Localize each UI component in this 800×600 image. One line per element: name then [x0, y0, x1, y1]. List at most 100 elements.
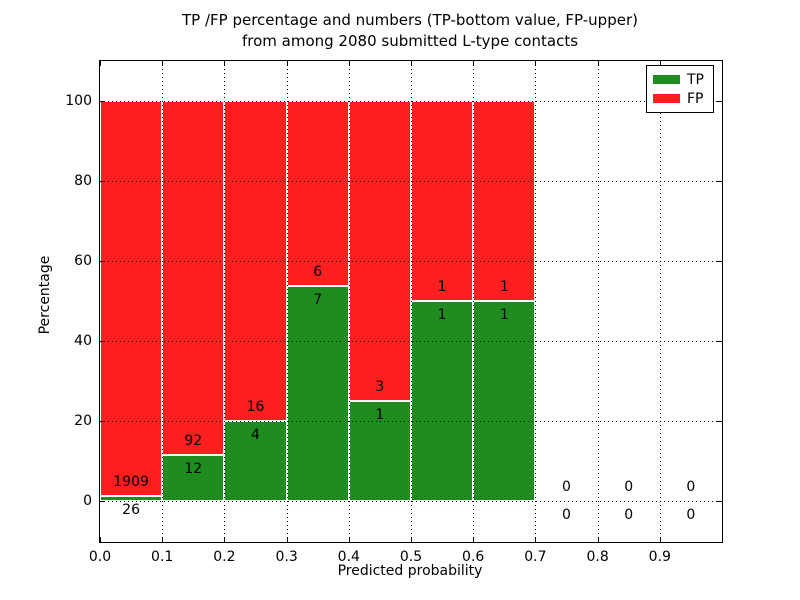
grid-line-vertical [659, 61, 661, 542]
legend-label-fp: FP [687, 90, 704, 107]
tp-color-swatch [653, 75, 680, 84]
bar-fp-segment [348, 101, 411, 401]
x-tick-mark [100, 61, 101, 66]
x-tick-mark [597, 537, 599, 542]
legend: TP FP [646, 65, 714, 113]
bar-fp-segment [473, 101, 536, 301]
y-tick-mark [717, 421, 722, 422]
y-tick-label: 0 [83, 493, 92, 509]
fp-count-label: 6 [313, 263, 323, 280]
bar-tp-segment [411, 301, 474, 501]
y-tick-label: 40 [74, 333, 92, 349]
grid-line-vertical [473, 61, 475, 542]
bar-tp-segment [100, 495, 163, 501]
x-axis-label: Predicted probability [337, 563, 483, 579]
bar-fp-segment [162, 101, 225, 455]
fp-color-swatch [653, 94, 680, 103]
tp-count-label: 12 [184, 460, 203, 477]
tp-count-label: 4 [251, 427, 260, 443]
fp-count-label: 92 [184, 432, 203, 449]
fp-count-label: 1 [499, 279, 509, 295]
tp-count-label: 7 [313, 291, 323, 308]
fp-count-label: 0 [562, 479, 571, 495]
y-tick-mark [100, 101, 105, 102]
y-tick-mark [100, 181, 105, 182]
x-tick-mark [224, 537, 226, 542]
grid-line-vertical [224, 61, 226, 542]
x-tick-label: 0.6 [462, 549, 485, 565]
chart-title-line2: from among 2080 submitted L-type contact… [241, 32, 579, 50]
x-tick-mark [348, 61, 350, 66]
fp-count-label: 1 [437, 279, 447, 295]
x-tick-mark [162, 537, 164, 542]
x-tick-mark [535, 537, 537, 542]
y-tick-label: 100 [65, 93, 92, 109]
grid-line-vertical [162, 61, 164, 542]
x-tick-mark [100, 537, 101, 542]
grid-line-vertical [535, 61, 537, 542]
y-axis-label: Percentage [37, 255, 53, 335]
x-tick-label: 0.4 [337, 549, 360, 565]
x-tick-mark [597, 61, 599, 66]
y-tick-mark [717, 101, 722, 102]
y-tick-mark [717, 181, 722, 182]
y-tick-label: 60 [74, 253, 92, 269]
fp-count-label: 0 [624, 479, 634, 495]
y-tick-mark [100, 341, 105, 342]
x-tick-mark [224, 61, 226, 66]
bar-tp-segment [286, 285, 349, 501]
fp-count-label: 3 [375, 379, 385, 395]
tp-count-label: 26 [122, 501, 141, 518]
y-tick-label: 20 [74, 413, 92, 429]
legend-item-tp: TP [653, 73, 707, 87]
y-tick-mark [100, 261, 105, 262]
x-tick-label: 0.5 [399, 549, 423, 565]
bar-fp-segment [411, 101, 474, 301]
x-tick-mark [473, 537, 475, 542]
bar-fp-segment [286, 101, 349, 286]
x-tick-mark [659, 537, 661, 542]
grid-line-vertical [286, 61, 288, 542]
fp-count-label: 16 [246, 399, 265, 415]
x-tick-label: 0.9 [648, 549, 671, 565]
tp-count-label: 0 [624, 507, 634, 523]
grid-line-vertical [597, 61, 599, 542]
y-tick-label: 80 [74, 173, 92, 189]
grid-line-vertical [411, 61, 412, 542]
tp-count-label: 1 [437, 307, 447, 323]
x-tick-label: 0.8 [586, 549, 609, 565]
grid-line-vertical [348, 61, 350, 542]
fp-count-label: 0 [686, 479, 696, 495]
x-tick-label: 0.7 [524, 549, 547, 565]
y-tick-mark [717, 501, 722, 502]
tp-count-label: 0 [686, 507, 696, 523]
x-tick-label: 0.0 [88, 549, 112, 565]
x-tick-mark [411, 61, 412, 66]
bar-tp-segment [473, 301, 536, 501]
legend-item-fp: FP [653, 92, 707, 106]
bar-tp-segment [162, 454, 225, 501]
legend-label-tp: TP [687, 71, 704, 88]
y-tick-mark [717, 261, 722, 262]
plot-area: 1909 26 92 12 16 4 6 7 3 1 1 1 1 1 0 0 0 0 0 0 0.0 0.1 0.2 0.3 0… [65, 60, 723, 565]
x-tick-mark [535, 61, 537, 66]
y-tick-mark [100, 501, 105, 502]
x-tick-mark [348, 537, 350, 542]
x-tick-mark [659, 61, 661, 66]
x-tick-mark [473, 61, 475, 66]
x-tick-mark [286, 537, 288, 542]
x-tick-label: 0.1 [151, 549, 174, 565]
tp-count-label: 1 [499, 307, 509, 323]
x-tick-mark [162, 61, 164, 66]
y-tick-mark [717, 341, 722, 342]
y-tick-mark [100, 421, 105, 422]
tp-count-label: 0 [562, 507, 571, 523]
x-tick-label: 0.3 [275, 549, 298, 565]
fp-count-label: 1909 [113, 473, 149, 490]
bar-fp-segment [100, 101, 163, 496]
x-tick-mark [286, 61, 288, 66]
x-tick-label: 0.2 [213, 549, 236, 565]
x-tick-mark [411, 537, 412, 542]
bar-tp-segment [348, 401, 411, 501]
